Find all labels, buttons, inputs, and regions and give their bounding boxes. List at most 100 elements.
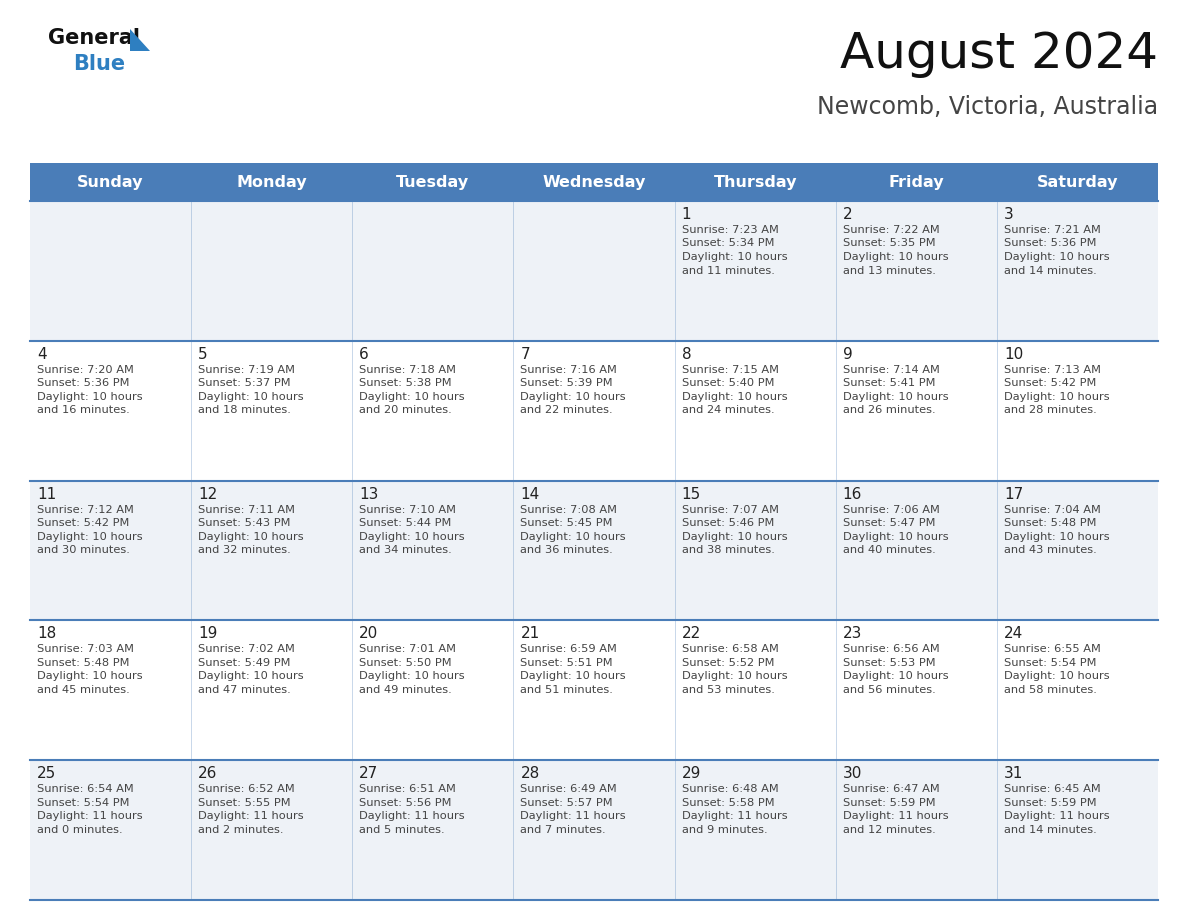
Text: Daylight: 11 hours: Daylight: 11 hours xyxy=(520,812,626,822)
Text: 18: 18 xyxy=(37,626,56,642)
Text: Daylight: 10 hours: Daylight: 10 hours xyxy=(842,532,948,542)
Text: Sunset: 5:47 PM: Sunset: 5:47 PM xyxy=(842,518,935,528)
Text: Sunrise: 7:11 AM: Sunrise: 7:11 AM xyxy=(198,505,295,515)
Text: 22: 22 xyxy=(682,626,701,642)
Text: Daylight: 11 hours: Daylight: 11 hours xyxy=(842,812,948,822)
Text: Daylight: 10 hours: Daylight: 10 hours xyxy=(520,392,626,402)
Text: 19: 19 xyxy=(198,626,217,642)
Text: and 51 minutes.: and 51 minutes. xyxy=(520,685,613,695)
Text: Sunset: 5:56 PM: Sunset: 5:56 PM xyxy=(359,798,451,808)
Text: Sunset: 5:34 PM: Sunset: 5:34 PM xyxy=(682,239,775,249)
Text: 11: 11 xyxy=(37,487,56,501)
Text: Daylight: 11 hours: Daylight: 11 hours xyxy=(37,812,143,822)
Text: and 56 minutes.: and 56 minutes. xyxy=(842,685,935,695)
Text: and 7 minutes.: and 7 minutes. xyxy=(520,824,606,834)
Text: 21: 21 xyxy=(520,626,539,642)
Text: and 12 minutes.: and 12 minutes. xyxy=(842,824,935,834)
Text: and 30 minutes.: and 30 minutes. xyxy=(37,545,129,555)
Text: 25: 25 xyxy=(37,767,56,781)
Text: and 13 minutes.: and 13 minutes. xyxy=(842,265,936,275)
Text: August 2024: August 2024 xyxy=(840,30,1158,78)
Text: Daylight: 11 hours: Daylight: 11 hours xyxy=(682,812,788,822)
Text: Daylight: 10 hours: Daylight: 10 hours xyxy=(682,252,788,262)
Text: Sunrise: 7:21 AM: Sunrise: 7:21 AM xyxy=(1004,225,1101,235)
Text: Sunset: 5:59 PM: Sunset: 5:59 PM xyxy=(1004,798,1097,808)
Text: Sunrise: 7:10 AM: Sunrise: 7:10 AM xyxy=(359,505,456,515)
Text: and 5 minutes.: and 5 minutes. xyxy=(359,824,446,834)
Text: Wednesday: Wednesday xyxy=(542,174,646,189)
Text: Sunrise: 6:45 AM: Sunrise: 6:45 AM xyxy=(1004,784,1100,794)
Text: Sunset: 5:54 PM: Sunset: 5:54 PM xyxy=(37,798,129,808)
Text: 13: 13 xyxy=(359,487,379,501)
Text: and 9 minutes.: and 9 minutes. xyxy=(682,824,767,834)
Text: and 28 minutes.: and 28 minutes. xyxy=(1004,406,1097,415)
Text: and 22 minutes.: and 22 minutes. xyxy=(520,406,613,415)
Text: 3: 3 xyxy=(1004,207,1013,222)
Text: Sunset: 5:46 PM: Sunset: 5:46 PM xyxy=(682,518,773,528)
Text: Daylight: 10 hours: Daylight: 10 hours xyxy=(520,671,626,681)
Text: 28: 28 xyxy=(520,767,539,781)
Text: Sunset: 5:57 PM: Sunset: 5:57 PM xyxy=(520,798,613,808)
Text: 5: 5 xyxy=(198,347,208,362)
Text: Sunrise: 6:56 AM: Sunrise: 6:56 AM xyxy=(842,644,940,655)
Text: Daylight: 10 hours: Daylight: 10 hours xyxy=(198,532,304,542)
Text: Daylight: 10 hours: Daylight: 10 hours xyxy=(842,252,948,262)
Text: and 11 minutes.: and 11 minutes. xyxy=(682,265,775,275)
Text: Sunrise: 7:20 AM: Sunrise: 7:20 AM xyxy=(37,364,134,375)
Text: 24: 24 xyxy=(1004,626,1023,642)
Text: Blue: Blue xyxy=(72,54,125,74)
Text: Sunrise: 7:01 AM: Sunrise: 7:01 AM xyxy=(359,644,456,655)
Text: Sunrise: 7:06 AM: Sunrise: 7:06 AM xyxy=(842,505,940,515)
Text: Sunset: 5:49 PM: Sunset: 5:49 PM xyxy=(198,658,291,668)
Text: Daylight: 10 hours: Daylight: 10 hours xyxy=(37,392,143,402)
Text: 16: 16 xyxy=(842,487,862,501)
Text: and 36 minutes.: and 36 minutes. xyxy=(520,545,613,555)
Text: Sunrise: 7:15 AM: Sunrise: 7:15 AM xyxy=(682,364,778,375)
Text: and 45 minutes.: and 45 minutes. xyxy=(37,685,129,695)
Text: Sunrise: 6:59 AM: Sunrise: 6:59 AM xyxy=(520,644,618,655)
Text: Sunrise: 6:52 AM: Sunrise: 6:52 AM xyxy=(198,784,295,794)
Text: Daylight: 10 hours: Daylight: 10 hours xyxy=(682,392,788,402)
Text: 1: 1 xyxy=(682,207,691,222)
Bar xyxy=(30,341,1158,481)
Text: Sunrise: 7:16 AM: Sunrise: 7:16 AM xyxy=(520,364,618,375)
Text: Sunset: 5:48 PM: Sunset: 5:48 PM xyxy=(1004,518,1097,528)
Text: Sunset: 5:59 PM: Sunset: 5:59 PM xyxy=(842,798,935,808)
Text: Daylight: 10 hours: Daylight: 10 hours xyxy=(359,671,465,681)
Text: Daylight: 11 hours: Daylight: 11 hours xyxy=(1004,812,1110,822)
Text: Sunset: 5:42 PM: Sunset: 5:42 PM xyxy=(1004,378,1097,388)
Text: and 53 minutes.: and 53 minutes. xyxy=(682,685,775,695)
Text: Sunset: 5:38 PM: Sunset: 5:38 PM xyxy=(359,378,451,388)
Text: Sunset: 5:45 PM: Sunset: 5:45 PM xyxy=(520,518,613,528)
Text: Sunrise: 6:51 AM: Sunrise: 6:51 AM xyxy=(359,784,456,794)
Text: 6: 6 xyxy=(359,347,369,362)
Text: Sunset: 5:35 PM: Sunset: 5:35 PM xyxy=(842,239,935,249)
Text: 9: 9 xyxy=(842,347,853,362)
Text: Newcomb, Victoria, Australia: Newcomb, Victoria, Australia xyxy=(817,95,1158,119)
Text: Sunset: 5:36 PM: Sunset: 5:36 PM xyxy=(37,378,129,388)
Text: 7: 7 xyxy=(520,347,530,362)
Text: and 26 minutes.: and 26 minutes. xyxy=(842,406,935,415)
Text: Thursday: Thursday xyxy=(713,174,797,189)
Text: Sunrise: 7:14 AM: Sunrise: 7:14 AM xyxy=(842,364,940,375)
Text: Daylight: 10 hours: Daylight: 10 hours xyxy=(37,671,143,681)
Text: 23: 23 xyxy=(842,626,862,642)
Text: Sunrise: 7:03 AM: Sunrise: 7:03 AM xyxy=(37,644,134,655)
Text: Sunrise: 7:19 AM: Sunrise: 7:19 AM xyxy=(198,364,295,375)
Text: Daylight: 10 hours: Daylight: 10 hours xyxy=(359,532,465,542)
Text: Daylight: 10 hours: Daylight: 10 hours xyxy=(1004,392,1110,402)
Text: Sunset: 5:53 PM: Sunset: 5:53 PM xyxy=(842,658,935,668)
Text: 2: 2 xyxy=(842,207,852,222)
Text: Monday: Monday xyxy=(236,174,307,189)
Text: Sunrise: 6:48 AM: Sunrise: 6:48 AM xyxy=(682,784,778,794)
Text: Daylight: 10 hours: Daylight: 10 hours xyxy=(1004,532,1110,542)
Text: 29: 29 xyxy=(682,767,701,781)
Text: 10: 10 xyxy=(1004,347,1023,362)
Text: Daylight: 10 hours: Daylight: 10 hours xyxy=(682,671,788,681)
Text: Daylight: 10 hours: Daylight: 10 hours xyxy=(520,532,626,542)
Text: Sunrise: 7:08 AM: Sunrise: 7:08 AM xyxy=(520,505,618,515)
Text: and 20 minutes.: and 20 minutes. xyxy=(359,406,453,415)
Text: Daylight: 11 hours: Daylight: 11 hours xyxy=(198,812,304,822)
Text: and 43 minutes.: and 43 minutes. xyxy=(1004,545,1097,555)
Text: Sunset: 5:37 PM: Sunset: 5:37 PM xyxy=(198,378,291,388)
